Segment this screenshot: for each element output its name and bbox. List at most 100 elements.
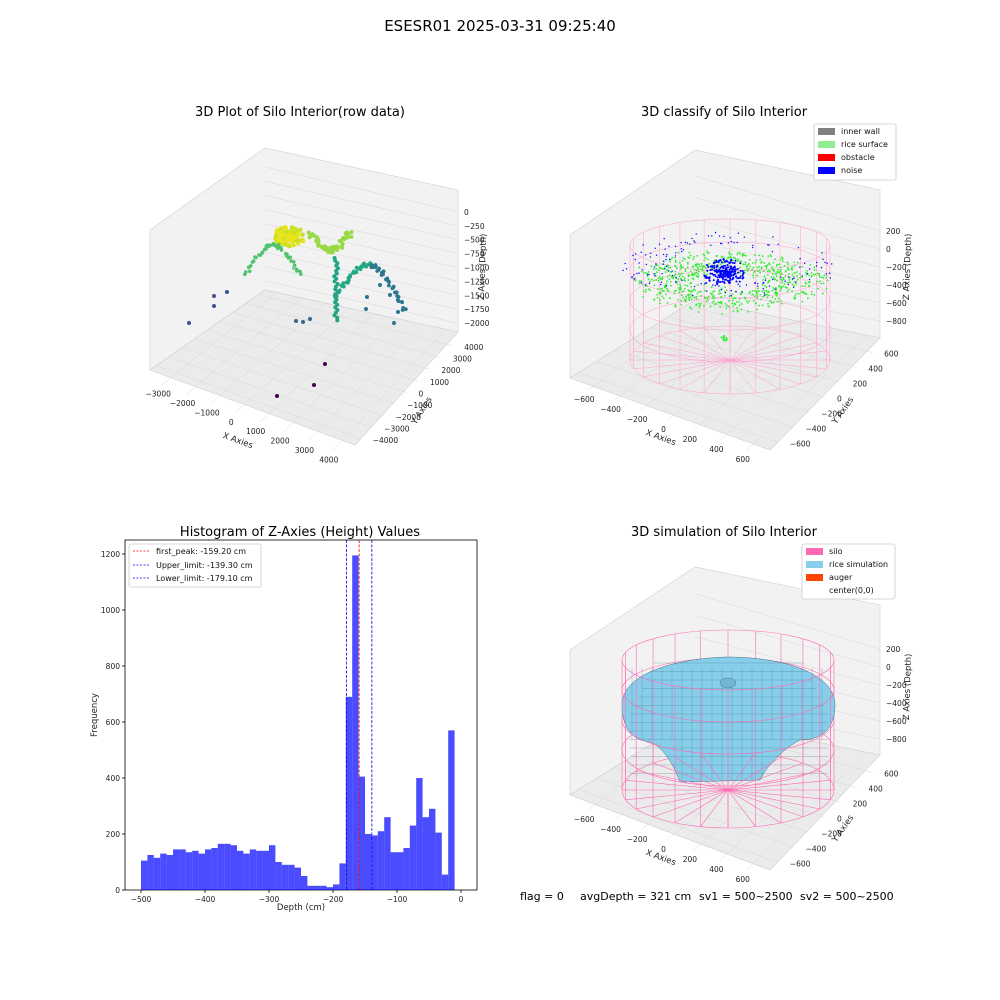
classified-point	[656, 294, 658, 296]
classified-point	[739, 267, 741, 269]
classified-point	[680, 286, 682, 288]
classified-point	[778, 263, 780, 265]
classified-point	[667, 265, 669, 267]
classified-point	[811, 291, 813, 293]
z-tick-label: 0	[886, 245, 891, 254]
classified-point	[734, 269, 736, 271]
classified-point	[809, 268, 810, 269]
classified-point	[804, 285, 806, 287]
classified-point	[757, 288, 759, 290]
classified-point	[766, 294, 768, 296]
hist-bar	[192, 851, 198, 890]
footer-sv1: sv1 = 500~2500	[699, 890, 793, 903]
hist-bar	[282, 865, 288, 890]
classified-point	[730, 254, 732, 256]
hist-bar	[269, 845, 275, 890]
legend-silo: silo	[829, 547, 843, 556]
hist-bar	[442, 875, 448, 890]
classified-point	[811, 272, 813, 274]
x-tick-label: −200	[323, 895, 344, 904]
z-tick-label: −1750	[464, 305, 490, 314]
legend-first-peak: first_peak: -159.20 cm	[156, 547, 246, 556]
classified-point	[647, 274, 648, 275]
classified-point	[706, 282, 707, 283]
classified-point	[650, 265, 652, 267]
classified-point	[689, 307, 691, 309]
classified-point	[816, 265, 817, 266]
classified-point	[804, 263, 805, 264]
x-tick-label: −3000	[146, 390, 172, 399]
classified-point	[754, 295, 756, 297]
classified-point	[777, 301, 779, 303]
classified-point	[779, 271, 781, 273]
classified-point	[718, 260, 720, 262]
z-tick-label: 0	[886, 663, 891, 672]
hist-bar	[263, 851, 269, 890]
hist-bar	[288, 865, 294, 890]
y-tick-label: 800	[106, 662, 121, 671]
classified-point	[758, 266, 760, 268]
classified-point	[816, 281, 818, 283]
classified-point	[656, 268, 658, 270]
classified-point	[814, 274, 816, 276]
classified-point	[645, 291, 647, 293]
x-tick-label: −100	[387, 895, 408, 904]
classified-point	[655, 279, 657, 281]
panel-histogram: Histogram of Z-Axies (Height) Values −50…	[90, 525, 477, 913]
classified-point	[774, 289, 775, 290]
raw-point	[349, 235, 353, 239]
classified-point	[778, 298, 780, 300]
hist-bar	[199, 854, 205, 890]
classified-point	[692, 290, 694, 292]
classified-point	[817, 288, 819, 290]
classified-point	[731, 241, 732, 242]
hist-bar	[384, 817, 390, 890]
y-tick-label: 4000	[464, 343, 483, 352]
classified-point	[654, 273, 656, 275]
classified-point	[657, 277, 659, 279]
y-tick-label: −4000	[373, 436, 399, 445]
classified-point	[808, 285, 810, 287]
classified-point	[723, 236, 724, 237]
y-tick-label: 600	[106, 718, 121, 727]
raw-point	[301, 239, 305, 243]
raw-point	[312, 383, 316, 387]
classified-point	[669, 278, 671, 280]
classified-point	[823, 282, 825, 284]
classified-point	[755, 262, 757, 264]
classified-point	[762, 255, 764, 257]
classified-point	[739, 298, 741, 300]
classified-point	[710, 265, 712, 267]
raw-point	[290, 243, 294, 247]
classified-point	[732, 305, 734, 307]
hist-bar	[256, 851, 262, 890]
classified-point	[781, 256, 783, 258]
raw-point	[292, 266, 296, 270]
classified-point	[646, 275, 648, 277]
classified-point	[736, 307, 738, 309]
classified-point	[801, 285, 803, 287]
classified-point	[645, 272, 647, 274]
classified-point	[728, 300, 730, 302]
classified-point	[728, 257, 730, 259]
classified-point	[725, 339, 727, 341]
classified-point	[748, 268, 750, 270]
classified-point	[735, 258, 737, 260]
y-tick-label: 0	[115, 886, 120, 895]
x-tick-label: −400	[600, 825, 621, 834]
classified-point	[758, 254, 760, 256]
hist-bar	[307, 886, 313, 890]
classified-point	[681, 294, 683, 296]
y-tick-label: 600	[884, 350, 899, 359]
classified-point	[692, 267, 694, 269]
classified-point	[684, 277, 686, 279]
classified-point	[677, 281, 679, 283]
panel-raw-3d: 3D Plot of Silo Interior(row data) −3000…	[146, 105, 490, 464]
classified-point	[683, 279, 685, 281]
classified-point	[720, 302, 722, 304]
classified-point	[753, 272, 755, 274]
hist-bar	[378, 831, 384, 890]
raw-point	[395, 290, 399, 294]
classified-point	[693, 256, 695, 258]
classified-point	[626, 268, 627, 269]
